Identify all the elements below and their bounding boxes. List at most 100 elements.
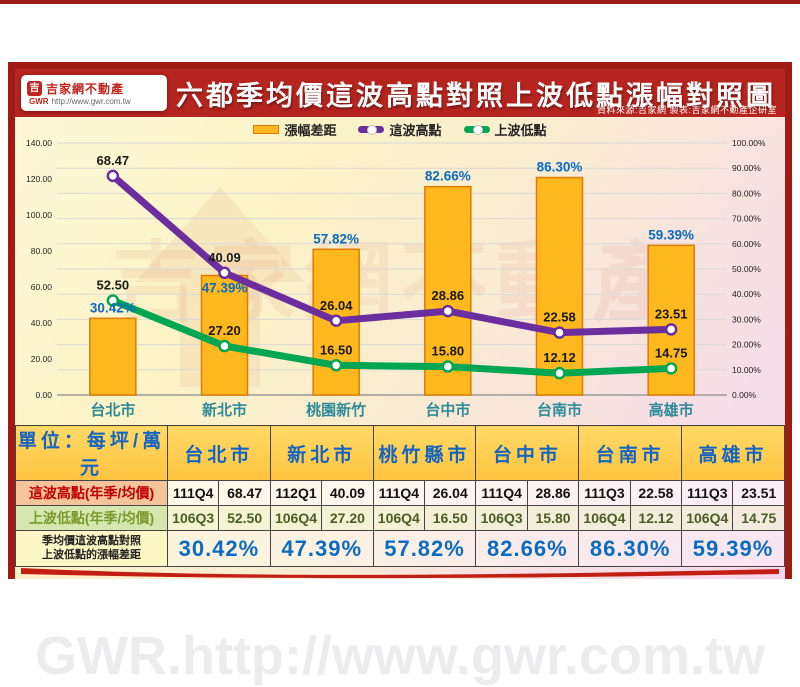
cell-growth-桃竹縣市: 57.82% [372,530,477,567]
table-city-header-台南市: 台南市 [578,425,683,481]
x-label-新北市: 新北市 [202,401,247,419]
point-這波高點-台中市 [441,304,455,318]
value-label-上波低點: 16.50 [320,342,353,357]
bar-台南市 [535,176,584,396]
left-axis-tick: 140.00 [26,138,52,148]
cell-price-新北市: 40.09 [321,480,374,506]
cell-growth-台中市: 82.66% [475,530,580,567]
table-city-header-高雄市: 高雄市 [681,425,785,481]
growth-label-line2: 上波低點的漲幅差距 [42,548,141,561]
legend-item-漲幅差距: 漲幅差距 [253,120,336,139]
table-row: 這波高點(年季/均價) 111Q4 68.47 112Q1 40.09 111Q4 26.0… [15,480,785,506]
gwr-logo-row: 吉 吉家網不動產 [27,80,167,97]
summary-table: 單位：每坪/萬元 台北市 新北市 桃竹縣市 台中市 台南市 高雄市 這波高點(年季/均價) 11… [15,425,785,567]
bar-label-新北市: 47.39% [202,281,248,296]
watermark-url: GWR.http://www.gwr.com.tw [35,626,765,686]
bar-台中市 [424,185,472,396]
cell-price-台南市: 22.58 [629,480,683,506]
cell-price-台北市: 52.50 [218,505,271,531]
table-city-header-桃竹縣市: 桃竹縣市 [372,425,477,481]
bar-label-台南市: 86.30% [537,160,583,175]
cell-quarter-高雄市: 106Q4 [681,505,734,531]
cell-price-台南市: 12.12 [629,505,683,531]
cell-price-台中市: 28.86 [526,480,580,506]
legend-line-swatch [463,125,490,135]
x-label-台北市: 台北市 [90,401,135,419]
table-unit-header: 單位：每坪/萬元 [15,425,168,481]
value-label-這波高點: 26.04 [320,298,353,313]
left-axis-tick: 100.00 [26,210,52,220]
chart-region: 吉家網不動產 漲幅差距 這波高點 上波低點 0.00% 10.00% 20.00% 30.… [15,117,785,425]
red-swoosh-decoration [21,568,779,579]
left-axis-tick: 80.00 [31,246,53,256]
cell-price-台中市: 15.80 [526,505,580,531]
left-axis-tick: 120.00 [26,174,52,184]
point-這波高點-台北市 [106,169,120,183]
cell-price-高雄市: 23.51 [732,480,785,506]
point-上波低點-高雄市 [664,362,678,375]
value-label-這波高點: 22.58 [543,310,576,325]
right-axis-tick: 30.00% [732,314,761,324]
cell-quarter-高雄市: 111Q3 [681,480,734,506]
cell-growth-台北市: 30.42% [167,530,271,567]
point-這波高點-桃園新竹 [329,314,343,328]
table-growth-row: 季均價這波高點對照 上波低點的漲幅差距 30.42% 47.39% 57.82% 82.6… [15,530,785,567]
legend-item-上波低點: 上波低點 [463,120,547,139]
value-label-這波高點: 40.09 [208,250,241,265]
right-axis-tick: 10.00% [732,365,761,375]
cell-price-高雄市: 14.75 [732,505,785,531]
cell-growth-新北市: 47.39% [269,530,374,567]
point-上波低點-台南市 [553,366,566,380]
right-axis-tick: 40.00% [732,289,761,299]
x-label-台南市: 台南市 [537,401,582,419]
row-label: 這波高點(年季/均價) [15,480,168,506]
cell-price-台北市: 68.47 [218,480,271,506]
point-這波高點-新北市 [218,266,231,280]
point-上波低點-新北市 [218,339,231,353]
legend-label: 這波高點 [389,123,442,138]
cell-price-新北市: 27.20 [321,505,374,531]
value-label-這波高點: 28.86 [432,288,465,303]
point-這波高點-台南市 [553,326,566,339]
table-row: 上波低點(年季/均價) 106Q3 52.50 106Q4 27.20 106Q4 16.5… [15,505,785,531]
legend-bar-swatch [253,125,280,134]
legend-label: 上波低點 [494,123,547,138]
right-axis-tick: 50.00% [732,264,761,274]
cell-growth-高雄市: 59.39% [681,530,785,567]
gwr-logo-link: http://www.gwr.com.tw [51,97,131,106]
left-axis-tick: 0.00 [35,390,52,400]
page-title: 六都季均價這波高點對照上波低點漲幅對照圖 [176,80,776,112]
bar-label-台中市: 82.66% [425,169,471,184]
point-上波低點-台北市 [106,294,120,307]
x-label-台中市: 台中市 [425,401,470,419]
cell-price-桃竹縣市: 26.04 [424,480,477,506]
x-label-高雄市: 高雄市 [649,401,694,419]
point-上波低點-台中市 [441,360,455,373]
cell-quarter-台中市: 106Q3 [475,505,528,531]
line-上波低點 [109,297,675,377]
cell-price-桃竹縣市: 16.50 [424,505,477,531]
table-region: GWR.http://www.gwr.com.tw 單位：每坪/萬元 台北市 新北市… [15,425,785,686]
legend-label: 漲幅差距 [284,123,337,138]
value-label-上波低點: 12.12 [543,350,576,365]
point-上波低點-桃園新竹 [329,359,343,372]
bar-label-桃園新竹: 57.82% [313,231,359,246]
right-axis-tick: 90.00% [732,163,761,173]
line-這波高點 [109,172,675,337]
source-note: 資料來源:吉家網 製表:吉家網不動產企研室 [596,105,777,115]
cell-quarter-新北市: 112Q1 [269,480,323,506]
growth-row-label: 季均價這波高點對照 上波低點的漲幅差距 [15,530,168,567]
point-這波高點-高雄市 [664,323,678,336]
value-label-上波低點: 52.50 [97,278,130,293]
right-axis-tick: 20.00% [732,340,761,350]
table-city-header-新北市: 新北市 [269,425,374,481]
x-label-桃園新竹: 桃園新竹 [306,401,366,419]
cell-quarter-台北市: 111Q4 [166,480,220,506]
bar-label-台北市: 30.42% [90,300,136,315]
gwr-logo-abbr: GWR [29,97,49,106]
right-axis-tick: 0.00% [732,390,757,400]
cell-growth-台南市: 86.30% [578,530,683,567]
cell-quarter-桃竹縣市: 111Q4 [372,480,426,506]
page-top-border [0,0,800,4]
left-axis-tick: 20.00 [31,354,53,364]
